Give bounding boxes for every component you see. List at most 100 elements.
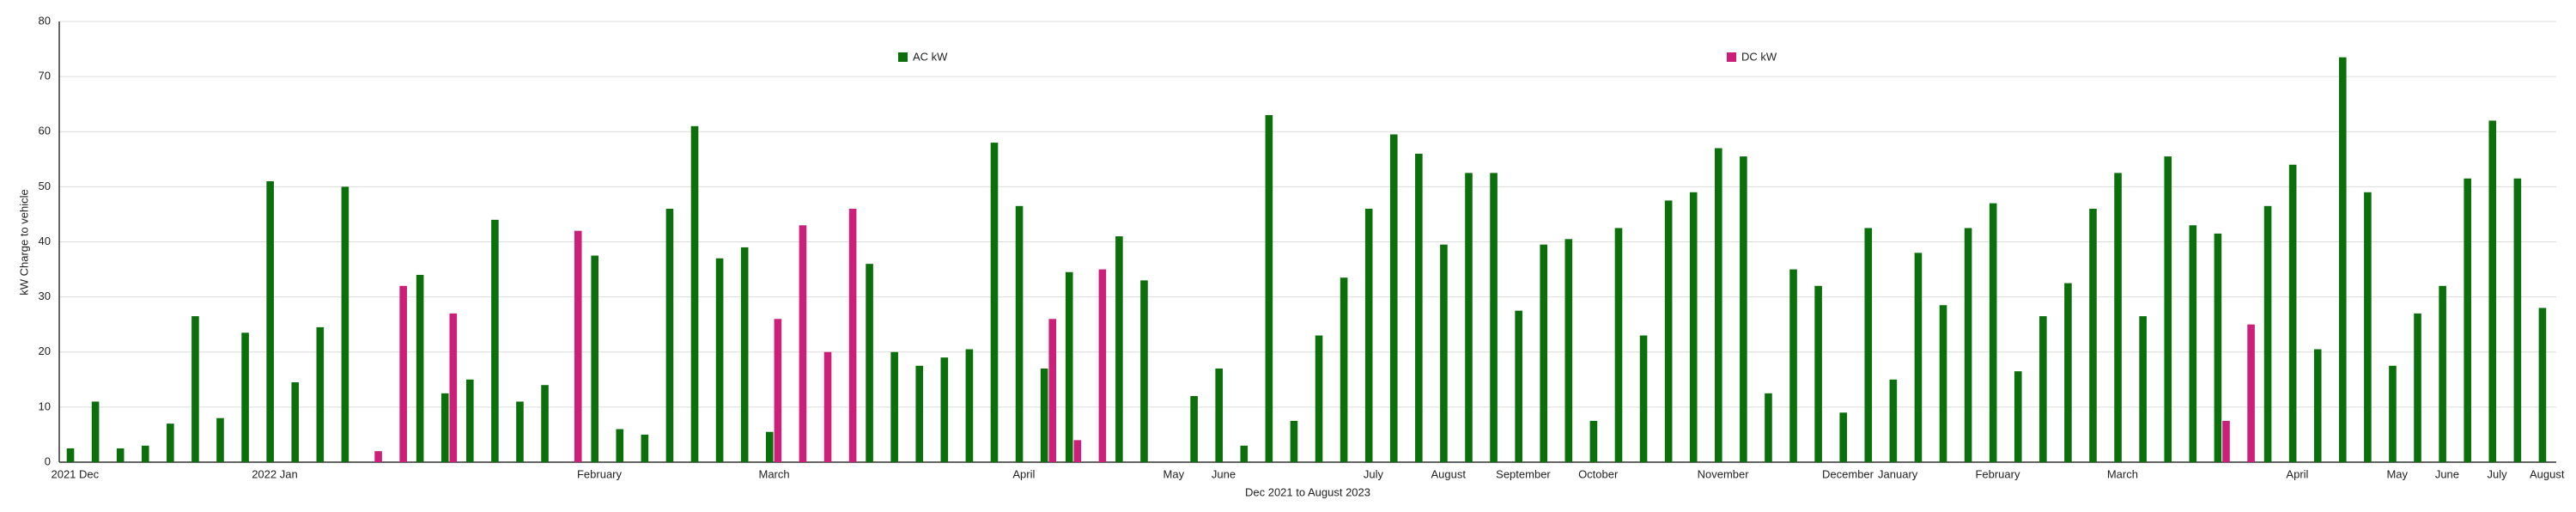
bar xyxy=(2288,164,2297,462)
bar xyxy=(1564,239,1573,462)
bar xyxy=(1839,412,1848,462)
bar xyxy=(1689,192,1698,462)
x-tick-label: February xyxy=(1975,467,2020,480)
bar xyxy=(1814,285,1822,462)
x-tick-label: March xyxy=(758,467,789,480)
bar xyxy=(574,230,582,462)
y-tick-label: 10 xyxy=(39,399,51,412)
bar xyxy=(2313,349,2322,462)
bar xyxy=(440,393,449,462)
bar xyxy=(616,429,624,462)
bar xyxy=(1190,396,1198,462)
y-tick-label: 60 xyxy=(39,125,51,137)
bar xyxy=(399,285,407,462)
bar xyxy=(848,209,857,462)
bar xyxy=(1914,253,1923,462)
x-tick-label: August xyxy=(1431,467,1466,480)
bar xyxy=(1765,393,1772,462)
bar xyxy=(2089,209,2097,462)
legend-swatch xyxy=(1727,52,1736,62)
bar xyxy=(1065,271,1073,462)
bar xyxy=(765,431,774,462)
bar xyxy=(2538,308,2547,462)
x-tick-label: April xyxy=(2286,467,2308,480)
bar xyxy=(2339,57,2347,463)
bar xyxy=(1415,153,1423,462)
x-tick-label: 2022 Jan xyxy=(252,467,298,480)
bar xyxy=(2389,365,2397,462)
bar xyxy=(1440,244,1448,462)
bar xyxy=(940,357,949,462)
bar xyxy=(2139,316,2147,462)
legend-label: AC kW xyxy=(913,50,948,63)
bar xyxy=(216,418,224,462)
bar xyxy=(1864,228,1873,462)
bar xyxy=(2114,173,2122,462)
bar xyxy=(449,313,458,462)
bar xyxy=(1740,156,1747,462)
y-tick-label: 20 xyxy=(39,344,51,357)
bar xyxy=(191,316,199,462)
y-tick-label: 70 xyxy=(39,70,51,82)
bar xyxy=(915,365,924,462)
bar xyxy=(1140,280,1148,462)
bar xyxy=(2222,420,2230,462)
y-tick-label: 30 xyxy=(39,290,51,302)
bar xyxy=(416,274,424,462)
y-tick-label: 50 xyxy=(39,180,51,192)
bar xyxy=(2364,192,2372,462)
bar xyxy=(2263,205,2272,462)
bar xyxy=(1465,173,1473,462)
bar xyxy=(1614,228,1623,462)
bar xyxy=(141,445,149,462)
bar xyxy=(1040,368,1048,462)
bar xyxy=(2414,313,2421,462)
bar xyxy=(1964,228,1972,462)
bar xyxy=(2189,225,2197,462)
bar xyxy=(291,382,300,462)
bar xyxy=(641,434,649,462)
x-tick-label: December xyxy=(1822,467,1874,480)
bar xyxy=(890,351,898,462)
bar xyxy=(241,332,249,462)
bar xyxy=(167,424,174,462)
bar xyxy=(1715,148,1722,463)
bar xyxy=(374,451,382,462)
bar xyxy=(591,255,599,462)
y-axis-title: kW Charge to vehicle xyxy=(17,189,30,296)
bar xyxy=(1098,269,1107,462)
bar xyxy=(1340,277,1348,462)
bar xyxy=(116,448,125,462)
x-tick-label: September xyxy=(1496,467,1551,480)
bar xyxy=(2014,371,2022,462)
bar xyxy=(1664,200,1673,462)
x-tick-label: July xyxy=(2488,467,2508,480)
x-tick-label: November xyxy=(1698,467,1750,480)
bar xyxy=(1889,379,1898,462)
y-tick-label: 40 xyxy=(39,235,51,247)
bar xyxy=(1073,440,1082,462)
bar xyxy=(823,351,832,462)
bar xyxy=(66,448,75,462)
bar xyxy=(740,247,749,462)
bar xyxy=(866,264,873,462)
bar xyxy=(466,379,474,462)
bar xyxy=(1215,368,1224,462)
bar xyxy=(1364,209,1373,462)
bar xyxy=(316,326,325,462)
bar xyxy=(1989,203,1997,463)
bar xyxy=(2164,156,2172,462)
x-tick-label: October xyxy=(1578,467,1619,480)
x-tick-label: 2021 Dec xyxy=(51,467,99,480)
bar xyxy=(799,225,807,462)
bar xyxy=(2039,316,2047,462)
legend-label: DC kW xyxy=(1741,50,1777,63)
bar xyxy=(1265,115,1273,462)
bar xyxy=(491,219,499,462)
bar xyxy=(2247,324,2255,462)
bar xyxy=(1115,236,1123,462)
bar xyxy=(1589,420,1598,462)
bar xyxy=(1315,335,1323,462)
bar xyxy=(1540,244,1548,462)
bar xyxy=(541,385,549,462)
